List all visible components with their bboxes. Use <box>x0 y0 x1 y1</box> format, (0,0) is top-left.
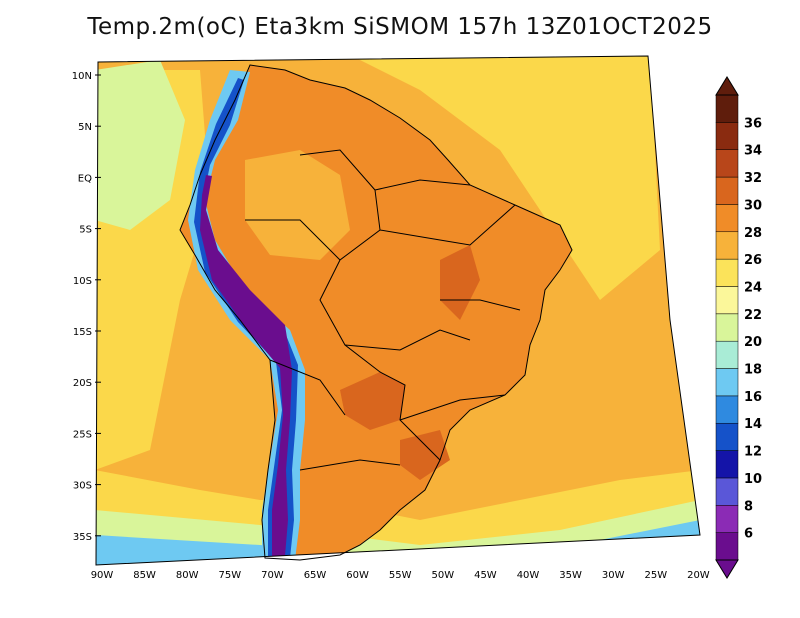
colorbar-segment <box>715 286 739 315</box>
ocean-cool-zone-pacific <box>96 60 185 230</box>
colorbar-segment <box>715 505 739 533</box>
internal-borders <box>245 204 521 471</box>
lon-tick-label: 20W <box>687 570 710 581</box>
colorbar-segment <box>715 231 739 260</box>
land-hot-core-northeast <box>440 245 480 320</box>
colorbar-label: 16 <box>744 390 762 405</box>
lat-tick-label: 30S <box>73 481 92 492</box>
temperature-field <box>96 56 700 565</box>
lon-tick-label: 75W <box>218 570 241 581</box>
lat-tick-label: 15S <box>73 327 92 338</box>
lat-tick-label: 5S <box>79 225 92 236</box>
colorbar-segment <box>715 176 739 205</box>
colorbar-segment <box>715 395 739 424</box>
longitude-axis: 90W 85W 80W 75W 70W 65W 60W 55W 50W 45W 40W 35W 30W 2… <box>91 570 710 581</box>
lon-tick-label: 30W <box>602 570 625 581</box>
colorbar-label: 34 <box>744 144 762 159</box>
lon-tick-label: 45W <box>474 570 497 581</box>
colorbar-label: 12 <box>744 445 762 460</box>
lon-tick-label: 60W <box>346 570 369 581</box>
latitude-axis: 10N 5N EQ 5S 10S 15S 20S 25S 30S 35S <box>72 71 101 543</box>
land-hot-core-southeast <box>400 430 450 480</box>
map-title: Temp.2m(oC) Eta3km SiSMOM 157h 13Z01OCT2… <box>87 14 713 40</box>
colorbar-segment <box>715 450 739 479</box>
colorbar-segment <box>715 340 739 369</box>
lat-tick-label: 25S <box>73 429 92 440</box>
lat-tick-label: 10N <box>72 71 92 82</box>
colorbar-min-arrow <box>715 559 739 579</box>
andes-high-band <box>200 175 292 556</box>
lon-tick-label: 80W <box>176 570 199 581</box>
colorbar-label: 20 <box>744 335 762 350</box>
colorbar-label: 32 <box>744 171 762 186</box>
colorbar-label: 36 <box>744 116 762 131</box>
colorbar-segment <box>715 477 739 506</box>
colorbar-label: 8 <box>744 499 753 514</box>
lat-tick-label: 5N <box>78 122 92 133</box>
borders-layer <box>179 64 573 561</box>
colorbar-max-arrow <box>715 76 739 96</box>
colorbar-label: 26 <box>744 253 762 268</box>
colorbar: 6 8 10 12 14 16 18 20 22 24 26 28 30 32 34 36 <box>715 76 762 579</box>
colorbar-label: 22 <box>744 308 762 323</box>
brazil-border <box>299 149 471 461</box>
colorbar-label: 24 <box>744 280 762 295</box>
lat-tick-label: 35S <box>73 532 92 543</box>
lon-tick-label: 85W <box>133 570 156 581</box>
colorbar-segment <box>715 149 739 178</box>
colorbar-segment <box>715 368 739 397</box>
colorbar-segment <box>715 122 739 150</box>
lon-tick-label: 50W <box>431 570 454 581</box>
colorbar-label: 18 <box>744 363 762 378</box>
lon-tick-label: 65W <box>304 570 327 581</box>
lon-tick-label: 70W <box>261 570 284 581</box>
lon-tick-label: 55W <box>389 570 412 581</box>
colorbar-segment <box>715 532 739 561</box>
lon-tick-label: 35W <box>559 570 582 581</box>
ocean-mild-zone-north <box>350 56 660 300</box>
colorbar-segment <box>715 204 739 233</box>
lon-tick-label: 90W <box>91 570 114 581</box>
colorbar-label: 14 <box>744 417 762 432</box>
lat-tick-label: 20S <box>73 378 92 389</box>
lon-tick-label: 25W <box>644 570 667 581</box>
colorbar-segment <box>715 258 739 287</box>
colorbar-segment <box>715 313 739 342</box>
land-warm-amazon <box>245 150 350 260</box>
colorbar-label: 30 <box>744 198 762 213</box>
colorbar-segment <box>715 422 739 451</box>
colorbar-label: 6 <box>744 527 753 542</box>
lat-tick-label: 10S <box>73 276 92 287</box>
colorbar-label: 10 <box>744 472 762 487</box>
land-hot-core-central <box>340 372 405 430</box>
colorbar-label: 28 <box>744 226 762 241</box>
lat-tick-label: EQ <box>78 173 92 184</box>
colorbar-segment <box>715 94 739 123</box>
map-frame <box>95 55 701 566</box>
lon-tick-label: 40W <box>517 570 540 581</box>
